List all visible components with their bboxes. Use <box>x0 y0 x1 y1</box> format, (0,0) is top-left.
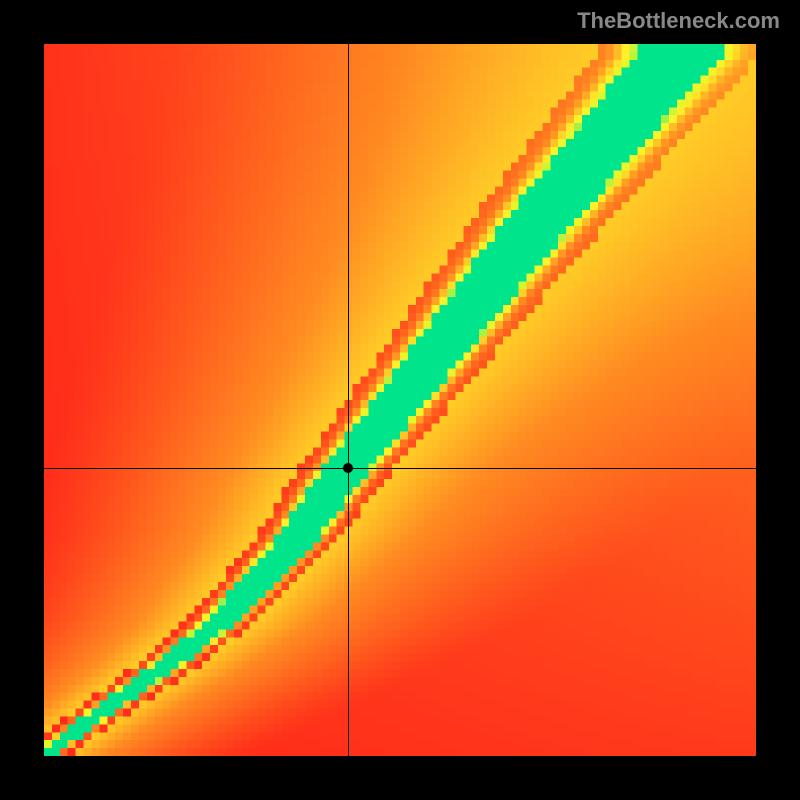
plot-area <box>44 44 756 756</box>
marker-dot <box>343 463 353 473</box>
crosshair-horizontal <box>44 468 756 469</box>
watermark-text: TheBottleneck.com <box>577 8 780 34</box>
chart-container: TheBottleneck.com <box>0 0 800 800</box>
crosshair-vertical <box>348 44 349 756</box>
heatmap-canvas <box>44 44 756 756</box>
